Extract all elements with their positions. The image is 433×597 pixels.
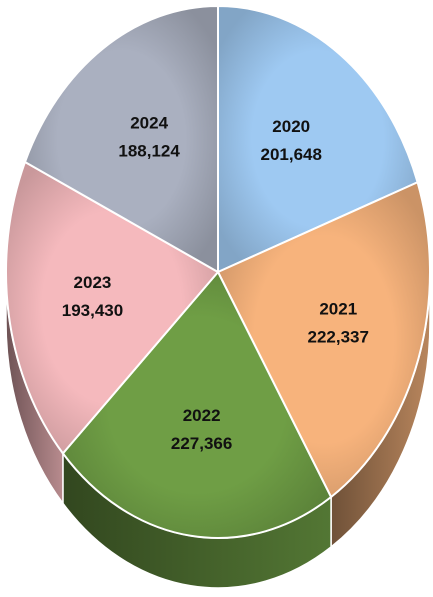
slice — [216, 180, 431, 499]
slice-category-label: 2021 — [319, 300, 357, 319]
slice-value-label: 188,124 — [118, 141, 180, 160]
slice-value-label: 201,648 — [260, 145, 321, 164]
slice-value-label: 222,337 — [308, 328, 369, 347]
slice-category-label: 2023 — [74, 273, 112, 292]
slice-category-label: 2024 — [130, 113, 168, 132]
slice — [5, 160, 220, 455]
slice — [217, 4, 419, 274]
slice-category-label: 2020 — [272, 117, 310, 136]
slice — [23, 4, 219, 274]
slice-value-label: 227,366 — [171, 434, 232, 453]
slice — [61, 270, 333, 539]
slice-value-label: 193,430 — [62, 301, 123, 320]
slice-category-label: 2022 — [183, 406, 221, 425]
